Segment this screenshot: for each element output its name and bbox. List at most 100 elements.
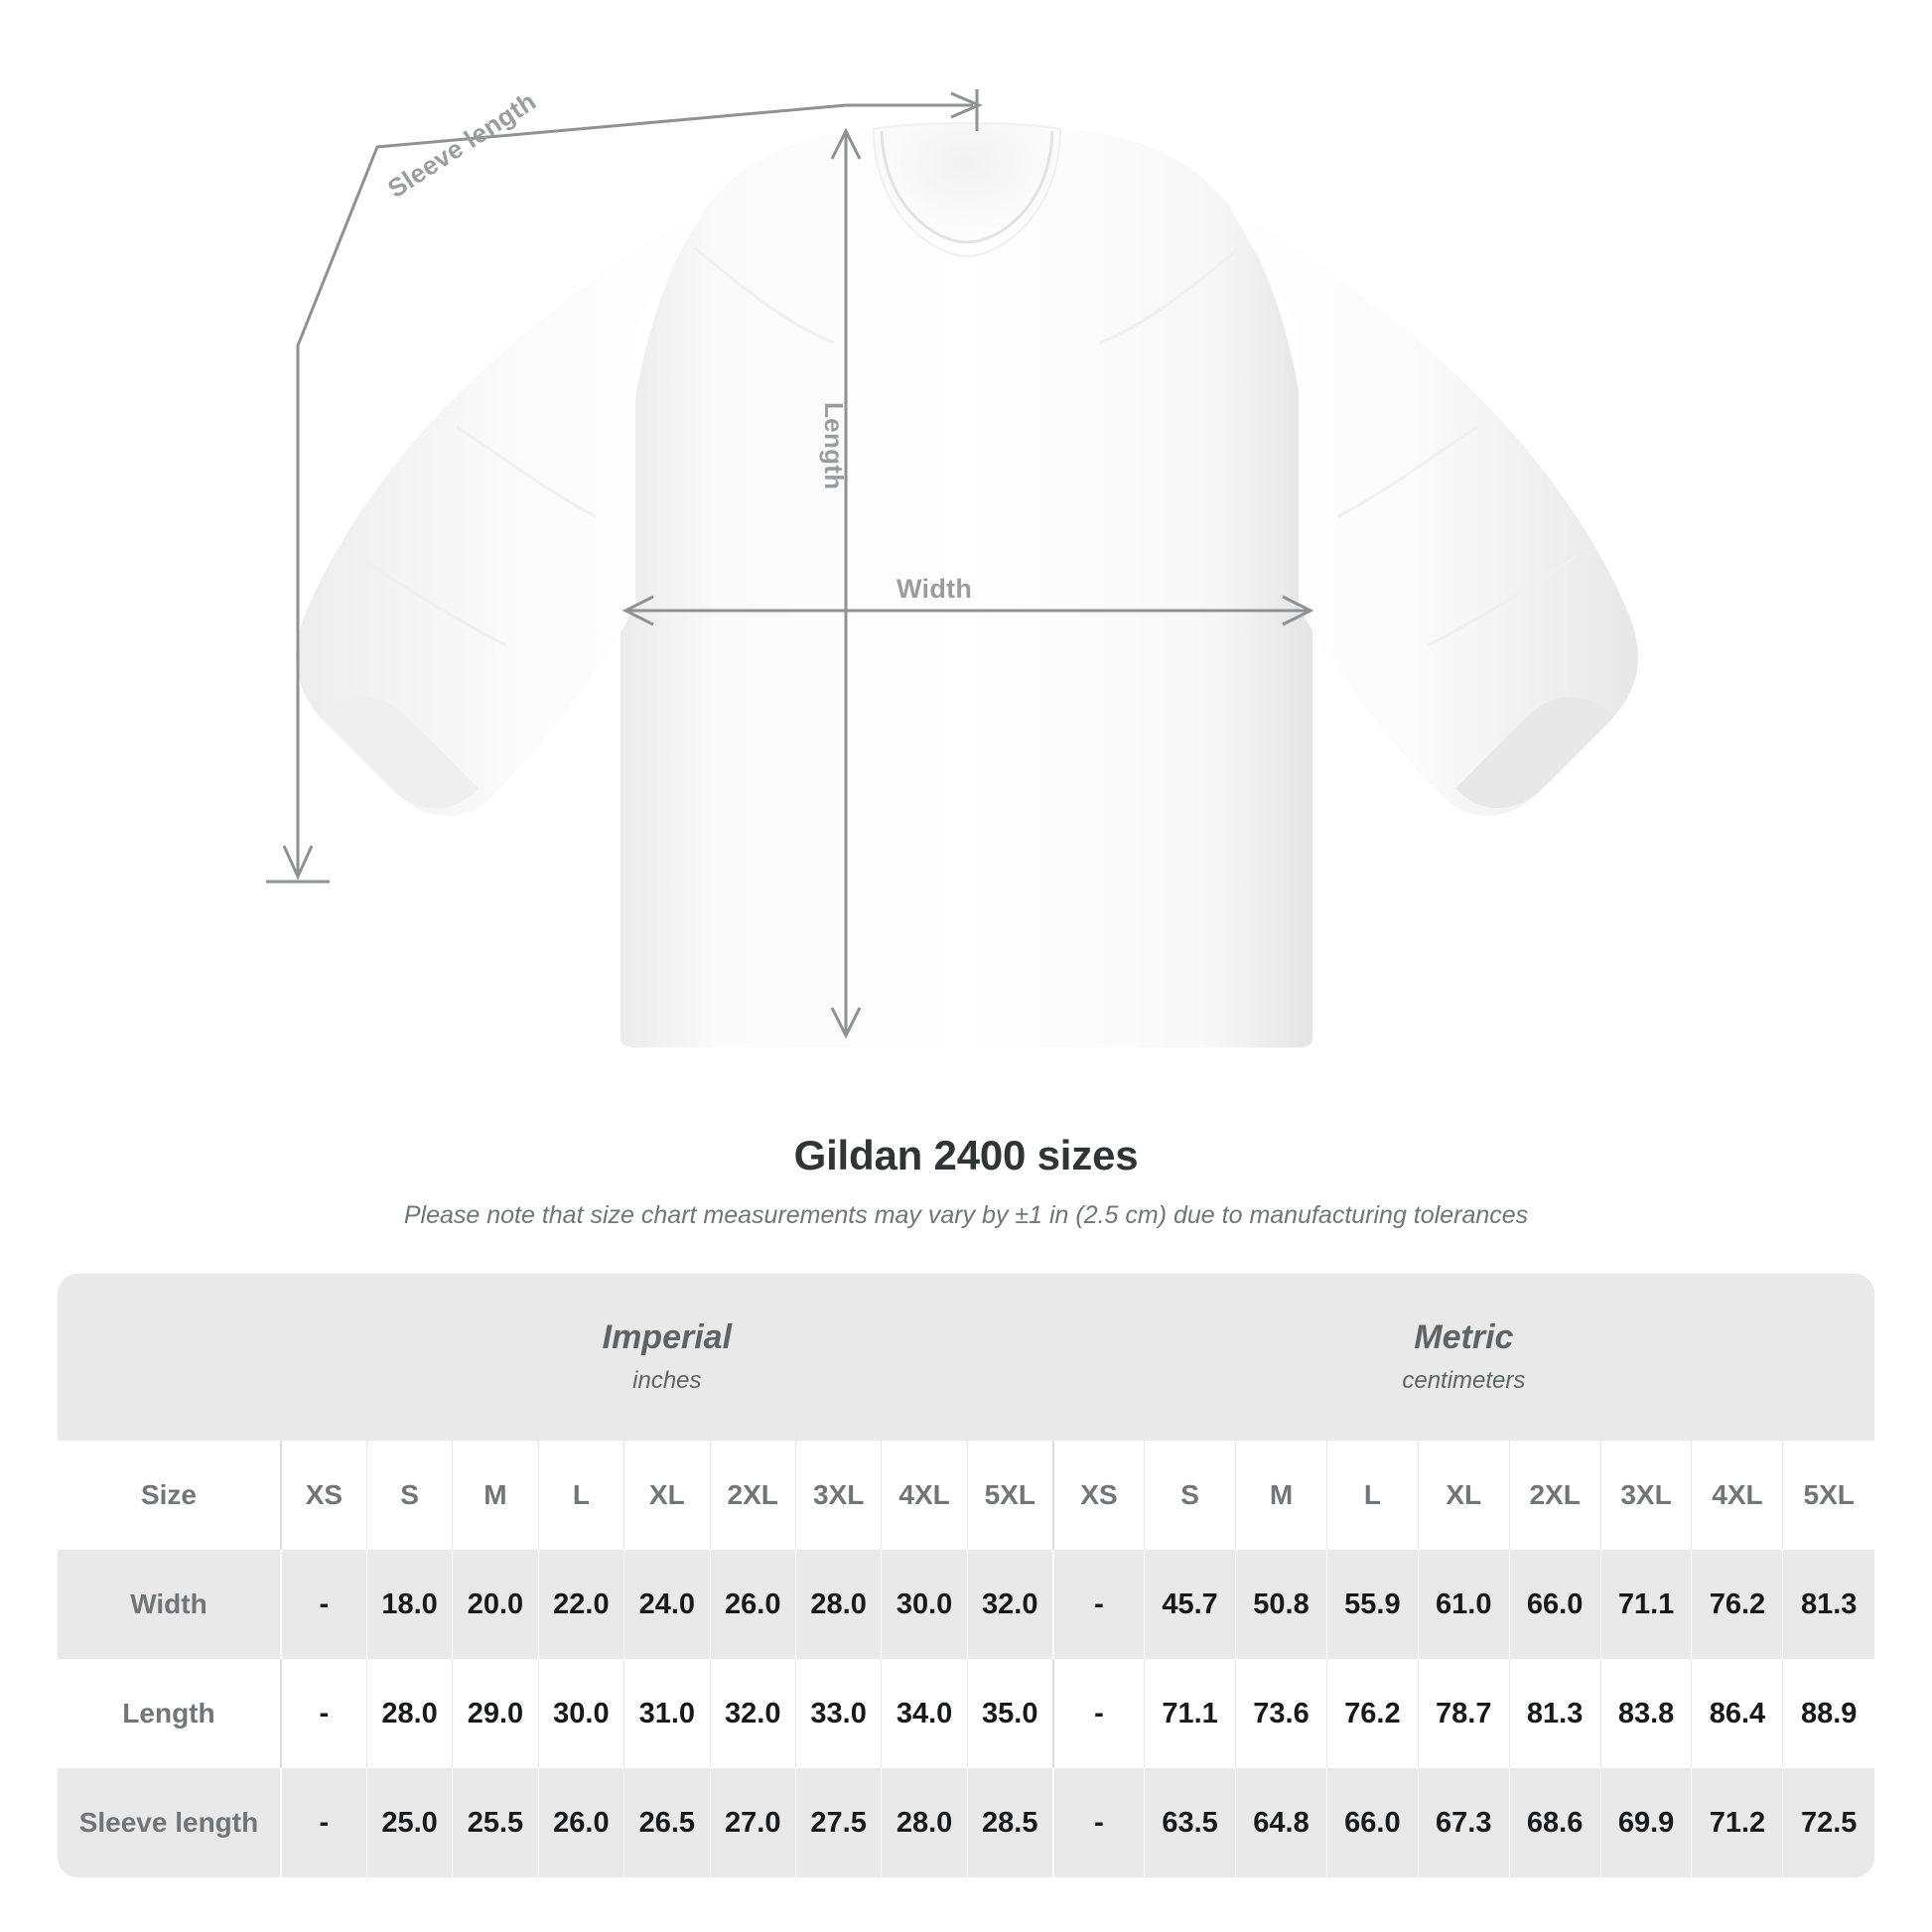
cell-length-imperial-xs: - (279, 1659, 367, 1768)
cell-width-imperial-xl: 24.0 (623, 1550, 711, 1659)
cell-width-metric-s: 45.7 (1144, 1550, 1236, 1659)
garment-diagram-svg (266, 89, 1638, 1047)
title-block: Gildan 2400 sizes Please note that size … (0, 1132, 1932, 1230)
size-header-imperial-5xl: 5XL (966, 1441, 1053, 1550)
cell-length-metric-5xl: 88.9 (1782, 1659, 1874, 1768)
cell-sleeve-imperial-2xl: 27.0 (709, 1768, 796, 1877)
cell-length-metric-3xl: 83.8 (1599, 1659, 1692, 1768)
cell-length-metric-xs: - (1051, 1659, 1145, 1768)
cell-width-imperial-5xl: 32.0 (966, 1550, 1053, 1659)
cell-length-imperial-2xl: 32.0 (709, 1659, 796, 1768)
cell-length-imperial-xl: 31.0 (623, 1659, 711, 1768)
cell-width-metric-3xl: 71.1 (1599, 1550, 1692, 1659)
cell-width-metric-4xl: 76.2 (1691, 1550, 1783, 1659)
unit-header-metric: Metric centimeters (1052, 1274, 1874, 1441)
table-row-sleeve-length: Sleeve length - 25.0 25.5 26.0 26.5 27.0… (58, 1768, 1874, 1877)
cell-length-imperial-l: 30.0 (537, 1659, 624, 1768)
size-header-metric-l: L (1325, 1441, 1419, 1550)
size-header-metric-2xl: 2XL (1508, 1441, 1601, 1550)
cell-length-imperial-3xl: 33.0 (794, 1659, 882, 1768)
cell-length-metric-2xl: 81.3 (1508, 1659, 1601, 1768)
cell-sleeve-metric-xl: 67.3 (1417, 1768, 1510, 1877)
size-corner-label: Size (58, 1441, 281, 1550)
page-title: Gildan 2400 sizes (793, 1132, 1139, 1178)
cell-width-metric-m: 50.8 (1235, 1550, 1327, 1659)
cell-sleeve-imperial-xs: - (279, 1768, 367, 1877)
cell-width-imperial-2xl: 26.0 (709, 1550, 796, 1659)
size-header-metric-m: M (1235, 1441, 1327, 1550)
table-row-length: Length - 28.0 29.0 30.0 31.0 32.0 33.0 3… (58, 1659, 1874, 1768)
cell-sleeve-metric-5xl: 72.5 (1782, 1768, 1874, 1877)
cell-width-imperial-s: 18.0 (365, 1550, 453, 1659)
table-row-width: Width - 18.0 20.0 22.0 24.0 26.0 28.0 30… (58, 1550, 1874, 1659)
row-label-width: Width (58, 1550, 281, 1659)
cell-length-imperial-4xl: 34.0 (881, 1659, 968, 1768)
cell-sleeve-metric-4xl: 71.2 (1691, 1768, 1783, 1877)
page-subtitle: Please note that size chart measurements… (403, 1201, 1529, 1229)
size-header-metric-4xl: 4XL (1691, 1441, 1783, 1550)
size-header-metric-s: S (1144, 1441, 1236, 1550)
size-header-imperial-2xl: 2XL (709, 1441, 796, 1550)
size-header-imperial-l: L (537, 1441, 624, 1550)
size-header-imperial-3xl: 3XL (794, 1441, 882, 1550)
row-label-length: Length (58, 1659, 281, 1768)
cell-length-imperial-m: 29.0 (452, 1659, 539, 1768)
cell-sleeve-imperial-4xl: 28.0 (881, 1768, 968, 1877)
shirt-shape (296, 122, 1638, 1047)
size-header-imperial-m: M (452, 1441, 539, 1550)
cell-sleeve-metric-2xl: 68.6 (1508, 1768, 1601, 1877)
cell-width-metric-2xl: 66.0 (1508, 1550, 1601, 1659)
dimension-lines (266, 89, 1314, 1039)
width-dimension-label: Width (897, 574, 973, 604)
length-dimension-label: Length (819, 402, 849, 490)
sleeve-dimension-line (296, 103, 847, 874)
size-table-container: Imperial inches Metric centimeters Size … (58, 1274, 1874, 1877)
size-header-imperial-s: S (365, 1441, 453, 1550)
unit-header-blank (58, 1274, 281, 1441)
cell-width-imperial-4xl: 30.0 (881, 1550, 968, 1659)
cell-length-metric-m: 73.6 (1235, 1659, 1327, 1768)
cell-sleeve-imperial-xl: 26.5 (623, 1768, 711, 1877)
size-header-imperial-4xl: 4XL (881, 1441, 968, 1550)
cell-width-metric-xl: 61.0 (1417, 1550, 1510, 1659)
cell-length-metric-s: 71.1 (1144, 1659, 1236, 1768)
size-header-metric-5xl: 5XL (1782, 1441, 1874, 1550)
garment-illustration: Width Length Sleeve length (266, 86, 1638, 1047)
cell-width-imperial-l: 22.0 (537, 1550, 624, 1659)
cell-width-metric-5xl: 81.3 (1782, 1550, 1874, 1659)
cell-sleeve-metric-s: 63.5 (1144, 1768, 1236, 1877)
cell-length-imperial-s: 28.0 (365, 1659, 453, 1768)
cell-sleeve-metric-m: 64.8 (1235, 1768, 1327, 1877)
cell-length-imperial-5xl: 35.0 (966, 1659, 1053, 1768)
cell-sleeve-metric-xs: - (1051, 1768, 1145, 1877)
cell-width-metric-xs: - (1051, 1550, 1145, 1659)
cell-sleeve-imperial-5xl: 28.5 (966, 1768, 1053, 1877)
size-header-metric-xl: XL (1417, 1441, 1510, 1550)
cell-sleeve-imperial-l: 26.0 (537, 1768, 624, 1877)
cell-sleeve-imperial-3xl: 27.5 (794, 1768, 882, 1877)
cell-width-imperial-m: 20.0 (452, 1550, 539, 1659)
size-table: Imperial inches Metric centimeters Size … (58, 1274, 1874, 1877)
cell-sleeve-metric-3xl: 69.9 (1599, 1768, 1692, 1877)
row-label-sleeve-length: Sleeve length (58, 1768, 281, 1877)
size-header-row: Size XS S M L XL 2XL 3XL 4XL 5XL XS S M … (58, 1441, 1874, 1550)
unit-sub-imperial: inches (632, 1366, 702, 1394)
size-header-metric-3xl: 3XL (1599, 1441, 1692, 1550)
cell-sleeve-imperial-m: 25.5 (452, 1768, 539, 1877)
unit-name-metric: Metric (1414, 1318, 1514, 1357)
size-header-imperial-xs: XS (279, 1441, 367, 1550)
unit-sub-metric: centimeters (1402, 1366, 1526, 1394)
size-header-imperial-xl: XL (623, 1441, 711, 1550)
cell-width-imperial-xs: - (279, 1550, 367, 1659)
unit-name-imperial: Imperial (602, 1318, 733, 1357)
size-header-metric-xs: XS (1051, 1441, 1145, 1550)
cell-sleeve-imperial-s: 25.0 (365, 1768, 453, 1877)
cell-width-imperial-3xl: 28.0 (794, 1550, 882, 1659)
cell-length-metric-xl: 78.7 (1417, 1659, 1510, 1768)
unit-header-imperial: Imperial inches (280, 1274, 1053, 1441)
unit-header-row: Imperial inches Metric centimeters (58, 1274, 1874, 1441)
cell-length-metric-l: 76.2 (1325, 1659, 1419, 1768)
cell-sleeve-metric-l: 66.0 (1325, 1768, 1419, 1877)
cell-width-metric-l: 55.9 (1325, 1550, 1419, 1659)
